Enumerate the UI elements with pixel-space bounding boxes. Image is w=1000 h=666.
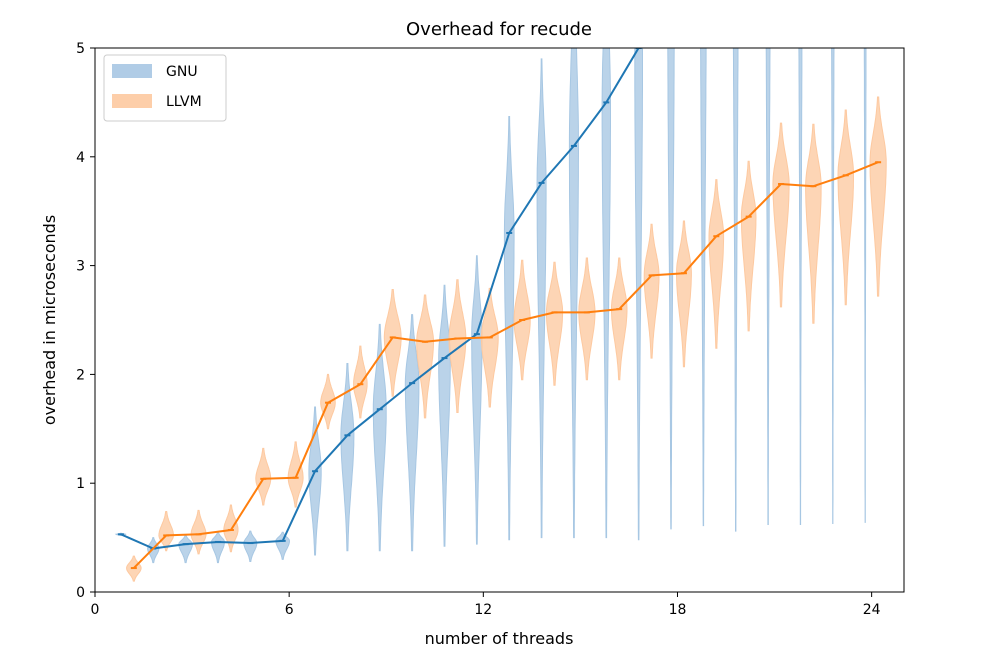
y-tick-label: 4 xyxy=(76,150,85,166)
legend-swatch-gnu xyxy=(112,64,152,78)
violin-llvm xyxy=(158,511,175,552)
median-line-gnu xyxy=(120,48,640,550)
violin-llvm xyxy=(545,261,564,386)
violin-gnu xyxy=(243,530,258,562)
violin-gnu xyxy=(732,48,739,532)
x-tick-label: 6 xyxy=(285,602,294,618)
violin-gnu xyxy=(700,48,707,527)
median-line-llvm xyxy=(133,161,879,569)
violin-gnu xyxy=(634,48,643,541)
violin-llvm xyxy=(190,509,207,555)
violin-llvm xyxy=(416,294,434,419)
violin-llvm xyxy=(740,160,757,332)
x-tick-label: 0 xyxy=(91,602,100,618)
median-lines xyxy=(117,48,882,570)
violin-gnu xyxy=(667,48,675,530)
violin-gnu xyxy=(831,48,835,524)
gnu-violins xyxy=(114,48,867,564)
violin-llvm xyxy=(611,257,628,381)
x-tick-label: 12 xyxy=(474,602,492,618)
violin-gnu xyxy=(503,116,515,541)
violin-llvm xyxy=(578,257,596,381)
y-axis: 0 1 2 3 4 5 xyxy=(76,41,95,601)
violin-gnu xyxy=(211,531,225,564)
violin-llvm xyxy=(383,289,402,397)
violin-llvm xyxy=(287,441,304,508)
violin-gnu xyxy=(438,284,451,547)
legend-label-llvm: LLVM xyxy=(166,94,202,110)
violin-gnu xyxy=(340,363,355,552)
y-tick-label: 0 xyxy=(76,585,85,601)
violin-llvm xyxy=(708,179,725,349)
y-tick-label: 2 xyxy=(76,367,85,383)
violin-llvm xyxy=(255,447,272,506)
violin-gnu xyxy=(275,531,290,560)
legend: GNU LLVM xyxy=(103,54,227,122)
violin-gnu xyxy=(147,537,160,564)
y-tick-label: 1 xyxy=(76,476,85,492)
violin-llvm xyxy=(869,96,887,297)
violin-llvm xyxy=(448,279,467,413)
y-tick-label: 5 xyxy=(76,41,85,57)
violin-gnu xyxy=(765,48,771,525)
violin-gnu xyxy=(568,48,580,539)
violin-llvm xyxy=(353,345,368,419)
violin-gnu xyxy=(308,406,322,556)
violin-gnu xyxy=(601,48,611,539)
violin-gnu xyxy=(404,314,420,552)
violin-llvm xyxy=(837,109,854,306)
violin-gnu xyxy=(178,534,193,564)
legend-label-gnu: GNU xyxy=(166,64,198,80)
violin-gnu xyxy=(471,255,483,545)
violin-llvm xyxy=(643,223,660,359)
legend-swatch-llvm xyxy=(112,94,152,108)
violin-llvm xyxy=(676,220,692,368)
plot-frame xyxy=(94,47,905,593)
violin-gnu xyxy=(372,323,387,552)
y-tick-label: 3 xyxy=(76,259,85,275)
violin-gnu xyxy=(536,58,547,539)
violin-llvm xyxy=(480,287,499,408)
violin-llvm xyxy=(805,123,822,324)
violin-llvm xyxy=(772,122,790,308)
x-tick-label: 18 xyxy=(669,602,687,618)
x-axis-label: number of threads xyxy=(425,629,574,648)
x-tick-label: 24 xyxy=(863,602,881,618)
chart-title: Overhead for recude xyxy=(406,19,592,40)
x-axis: 0 6 12 18 24 xyxy=(91,592,881,618)
violin-gnu xyxy=(798,48,803,525)
y-axis-label: overhead in microseconds xyxy=(40,215,59,425)
violin-gnu xyxy=(863,48,867,523)
